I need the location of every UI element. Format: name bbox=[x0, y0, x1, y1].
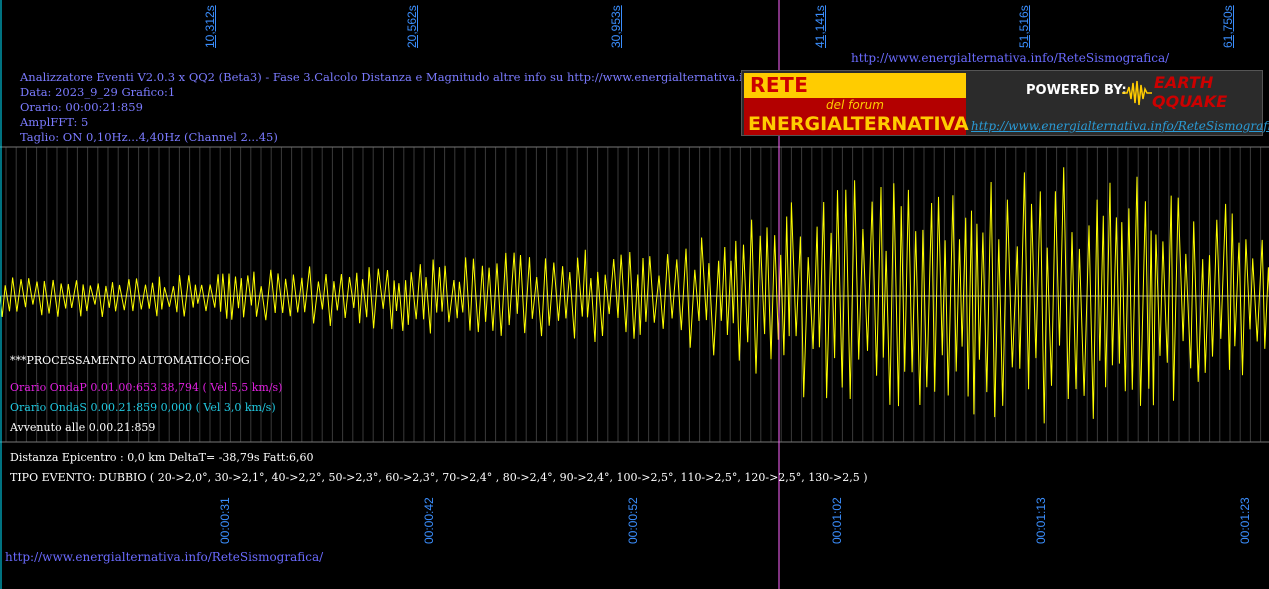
header-title: Analizzatore Eventi V2.0.3 x QQ2 (Beta3)… bbox=[20, 70, 821, 84]
bottom-time-label: 00:00:42 bbox=[422, 497, 436, 544]
top-time-label: 10,312s bbox=[203, 5, 217, 48]
header-time: Orario: 00:00:21:859 bbox=[20, 100, 143, 114]
header-filter: Taglio: ON 0,10Hz...4,40Hz (Channel 2...… bbox=[20, 130, 278, 144]
event-time: Avvenuto alle 0.00.21:859 bbox=[10, 421, 156, 434]
bottom-time-label: 00:01:13 bbox=[1034, 497, 1048, 544]
header-ampl: AmplFFT: 5 bbox=[20, 115, 89, 129]
top-time-label: 51,516s bbox=[1017, 5, 1031, 48]
qquake-label: QQUAKE bbox=[1152, 92, 1228, 111]
bottom-time-label: 00:00:31 bbox=[218, 497, 232, 544]
event-type: TIPO EVENTO: DUBBIO ( 20->2,0°, 30->2,1°… bbox=[10, 471, 868, 484]
header-date: Data: 2023_9_29 Grafico:1 bbox=[20, 85, 176, 99]
earthquake-wave-icon bbox=[1122, 80, 1152, 106]
bottom-time-label: 00:00:52 bbox=[626, 497, 640, 544]
rete-sismografica-logo: RETE SISMOGRAFICA del forum ENERGIALTERN… bbox=[741, 70, 1269, 136]
onda-p-time: Orario OndaP 0.01.00:653 38,794 ( Vel 5,… bbox=[10, 381, 283, 394]
top-url-link[interactable]: http://www.energialternativa.info/ReteSi… bbox=[851, 51, 1170, 65]
seismic-trace bbox=[0, 167, 1269, 424]
logo-title: RETE SISMOGRAFICA bbox=[744, 73, 966, 122]
top-time-label: 30,953s bbox=[609, 5, 623, 48]
powered-by-label: POWERED BY: bbox=[1026, 83, 1127, 98]
epicenter-distance: Distanza Epicentro : 0,0 km DeltaT= -38,… bbox=[10, 451, 314, 464]
logo-subtitle: del forum bbox=[744, 98, 966, 113]
bottom-time-label: 00:01:02 bbox=[830, 497, 844, 544]
top-time-label: 20,562s bbox=[405, 5, 419, 48]
header-info: Analizzatore Eventi V2.0.3 x QQ2 (Beta3)… bbox=[20, 70, 820, 145]
onda-s-time: Orario OndaS 0.00.21:859 0,000 ( Vel 3,0… bbox=[10, 401, 276, 414]
logo-url-link[interactable]: http://www.energialternativa.info/ReteSi… bbox=[971, 119, 1269, 133]
top-time-label: 41,141s bbox=[813, 5, 827, 48]
bottom-url-link[interactable]: http://www.energialternativa.info/ReteSi… bbox=[5, 550, 324, 564]
earth-label: EARTH bbox=[1154, 73, 1214, 92]
top-time-label: 61,750s bbox=[1221, 5, 1235, 48]
processing-status: ***PROCESSAMENTO AUTOMATICO:FOG bbox=[10, 354, 250, 367]
bottom-time-label: 00:01:23 bbox=[1238, 497, 1252, 544]
logo-forum-name: ENERGIALTERNATIVA bbox=[744, 113, 969, 135]
